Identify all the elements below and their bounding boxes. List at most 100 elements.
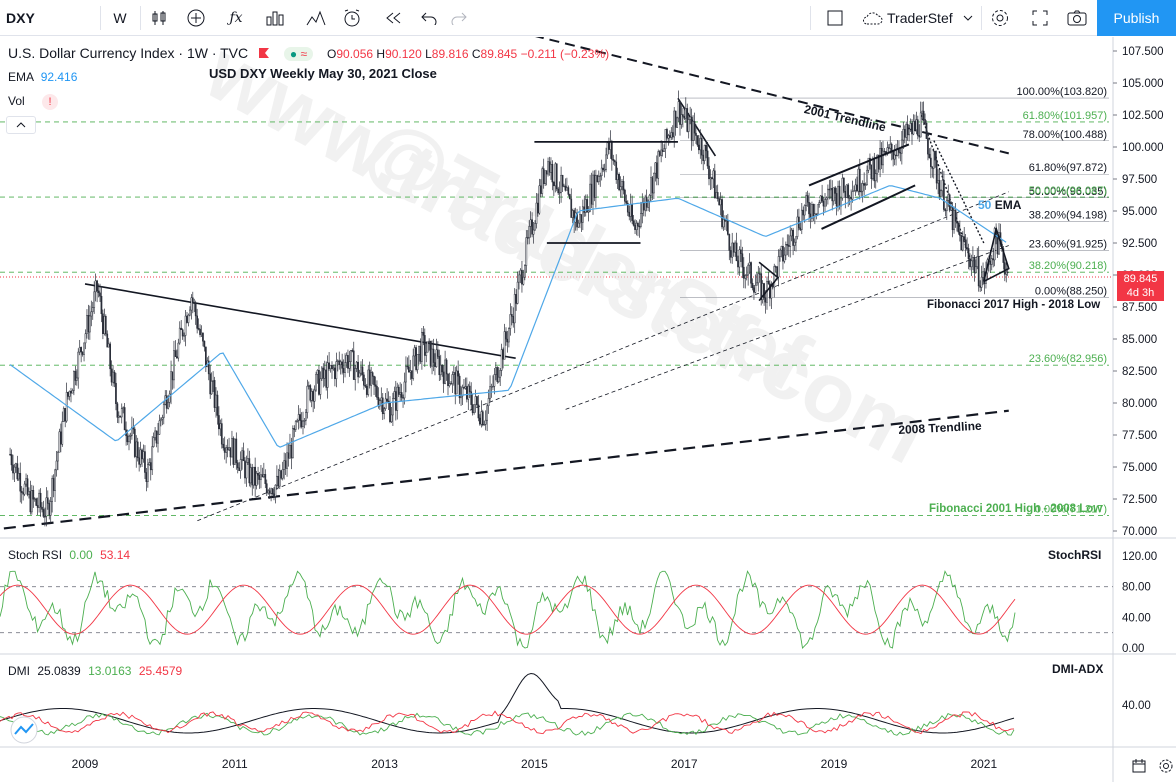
market-status-badge[interactable]: ● ≈: [283, 47, 314, 61]
candle-up: [62, 408, 65, 422]
fx-icon[interactable]: ƒx: [229, 10, 243, 26]
flag-icon[interactable]: [258, 46, 270, 62]
goto-date-icon[interactable]: [1131, 758, 1147, 777]
candle-down: [505, 331, 507, 340]
candle-down: [943, 179, 945, 210]
candle-down: [618, 173, 620, 191]
candle-up: [915, 119, 918, 131]
candle-down: [821, 195, 823, 202]
candle-down: [850, 197, 852, 200]
candle-up: [725, 220, 728, 222]
candle-down: [651, 177, 654, 194]
candle-up: [571, 210, 574, 218]
candle-down: [429, 340, 432, 367]
redo-icon[interactable]: [445, 0, 473, 36]
candle-down: [26, 478, 29, 495]
layout-name-button[interactable]: TraderStef: [887, 10, 953, 26]
candle-up: [657, 151, 660, 179]
candle-down: [515, 294, 517, 304]
candle-down: [613, 160, 616, 163]
candle-down: [782, 246, 784, 262]
toolbar-divider: [810, 6, 811, 30]
candle-up: [350, 350, 352, 362]
alert-icon[interactable]: [337, 0, 367, 36]
fullscreen-icon[interactable]: [1026, 0, 1054, 36]
candle-up: [461, 387, 464, 397]
candle-up: [173, 350, 175, 381]
candle-down: [705, 144, 707, 152]
candle-up: [128, 435, 130, 443]
symbol-search-button[interactable]: DXY: [6, 10, 35, 26]
candle-up: [647, 201, 649, 208]
camera-icon[interactable]: [1063, 0, 1091, 36]
replay-icon[interactable]: [378, 0, 408, 36]
time-tick-label: 2017: [671, 757, 698, 771]
collapse-legend-button[interactable]: [6, 116, 36, 134]
candle-down: [402, 397, 404, 399]
candle-up: [950, 206, 952, 211]
candle-up: [91, 307, 94, 313]
low-value: 89.816: [431, 47, 469, 61]
candle-down: [106, 333, 109, 348]
candle-up: [418, 345, 420, 355]
candle-up: [228, 447, 230, 451]
candle-up: [795, 236, 797, 243]
bars-icon[interactable]: [260, 0, 290, 36]
candle-down: [537, 202, 539, 214]
candle-up: [77, 351, 80, 379]
candle-up: [829, 188, 832, 191]
candle-down: [506, 338, 509, 343]
indicators-icon[interactable]: [182, 0, 210, 36]
cloud-icon[interactable]: [860, 0, 884, 36]
price-tick-label: 105.000: [1122, 78, 1164, 90]
candle-up: [281, 469, 284, 479]
axis-settings-icon[interactable]: [1158, 758, 1174, 777]
dmi-tag: DMI-ADX: [1052, 662, 1104, 676]
candle-down: [180, 327, 183, 330]
templates-icon[interactable]: [301, 0, 331, 36]
candle-down: [52, 478, 55, 491]
candle-up: [819, 195, 822, 203]
dmi-legend[interactable]: DMI 25.0839 13.0163 25.4579: [8, 664, 182, 678]
candle-down: [342, 368, 345, 373]
candle-up: [276, 475, 278, 486]
candles-icon[interactable]: [145, 0, 173, 36]
ema-legend[interactable]: EMA 92.416: [8, 70, 77, 84]
candle-down: [847, 184, 850, 199]
price-tick-label: 102.500: [1122, 110, 1164, 122]
candle-up: [390, 414, 393, 422]
candle-up: [687, 119, 690, 132]
vol-legend[interactable]: Vol !: [8, 94, 59, 110]
warning-icon[interactable]: !: [42, 94, 59, 110]
change-value: −0.211 (−0.23%): [520, 47, 610, 61]
candle-up: [65, 392, 68, 422]
candle-down: [564, 185, 567, 191]
candle-up: [908, 128, 910, 136]
settings-icon[interactable]: [986, 0, 1014, 36]
candle-up: [905, 124, 908, 138]
candle-down: [364, 385, 367, 387]
candle-down: [96, 280, 98, 292]
candle-down: [686, 108, 689, 132]
candle-down: [44, 516, 46, 518]
candle-down: [81, 351, 84, 355]
candle-down: [521, 269, 523, 285]
candle-up: [75, 377, 78, 381]
candle-up: [135, 441, 138, 457]
interval-button[interactable]: W: [113, 10, 127, 26]
stoch-tick-label: 80.00: [1122, 582, 1151, 594]
candle-up: [380, 397, 383, 401]
candle-down: [1006, 271, 1009, 274]
stoch-d-value: 53.14: [100, 548, 131, 562]
stoch-legend[interactable]: Stoch RSI 0.00 53.14: [8, 548, 130, 562]
layout-icon[interactable]: [822, 0, 848, 36]
chart-area[interactable]: @TraderStef www.traderstef.com 100.00%(10…: [0, 37, 1176, 782]
candle-up: [621, 181, 623, 187]
chevron-down-icon[interactable]: [960, 0, 976, 36]
candle-up: [120, 408, 123, 418]
undo-icon[interactable]: [415, 0, 443, 36]
candle-up: [33, 498, 36, 500]
candle-down: [979, 285, 981, 288]
candle-up: [785, 244, 787, 256]
publish-button[interactable]: Publish: [1097, 0, 1176, 36]
